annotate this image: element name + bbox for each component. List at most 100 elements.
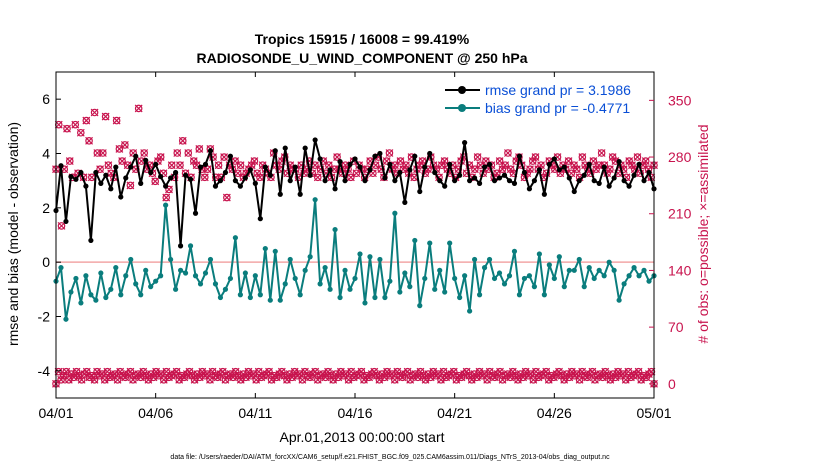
obs-low-marker bbox=[508, 367, 517, 376]
obs-high-marker bbox=[156, 153, 165, 161]
bias-point bbox=[197, 281, 204, 287]
rmse-point bbox=[536, 167, 542, 173]
rmse-point bbox=[586, 161, 592, 167]
rmse-point bbox=[606, 183, 612, 189]
rmse-point bbox=[322, 178, 328, 184]
bias-point bbox=[357, 251, 363, 257]
rmse-point bbox=[282, 145, 288, 151]
rmse-point bbox=[302, 145, 308, 151]
rmse-point bbox=[148, 169, 154, 176]
obs-high-marker bbox=[184, 149, 193, 157]
rmse-point bbox=[561, 164, 567, 170]
rmse-point bbox=[317, 156, 323, 162]
rmse-point bbox=[197, 164, 204, 170]
bias-point bbox=[312, 197, 318, 203]
bias-point bbox=[128, 256, 134, 263]
chart-title: Tropics 15915 / 16008 = 99.419% bbox=[255, 31, 470, 47]
obs-high-marker bbox=[608, 153, 617, 161]
bias-point bbox=[472, 256, 478, 263]
rmse-point bbox=[163, 183, 169, 189]
rmse-point bbox=[427, 150, 433, 157]
axes-layer: 04/01 04/06 04/11 04/16 04/21 04/26 05/01 -4 -2 0… bbox=[38, 71, 692, 421]
bias-point bbox=[282, 281, 288, 287]
bias-point bbox=[332, 226, 338, 233]
rmse-point bbox=[402, 199, 408, 205]
rmse-point bbox=[631, 172, 637, 178]
y-tick-label: 4 bbox=[42, 146, 50, 162]
rmse-point bbox=[352, 156, 358, 162]
bias-point bbox=[207, 256, 214, 263]
rmse-point bbox=[636, 161, 642, 167]
rmse-point bbox=[332, 186, 338, 192]
bias-point bbox=[382, 294, 388, 301]
rmse-point bbox=[442, 183, 448, 189]
obs-high-marker bbox=[120, 140, 129, 149]
bias-point bbox=[526, 273, 533, 279]
rmse-point bbox=[382, 175, 388, 181]
rmse-point bbox=[133, 153, 139, 159]
obs-high-marker bbox=[628, 161, 636, 170]
rmse-point bbox=[312, 137, 318, 143]
bias-point bbox=[267, 297, 273, 303]
obs-high-marker bbox=[76, 128, 85, 137]
legend-bias-label: bias grand pr = -0.4771 bbox=[485, 100, 630, 116]
rmse-point bbox=[182, 172, 189, 178]
rmse-point bbox=[576, 178, 582, 184]
rmse-point bbox=[287, 178, 293, 184]
obs-low-marker bbox=[185, 367, 194, 376]
bias-point bbox=[103, 294, 109, 301]
rmse-point bbox=[83, 183, 89, 189]
bias-point bbox=[437, 267, 443, 273]
obs-high-marker bbox=[641, 157, 650, 166]
bias-point bbox=[407, 284, 413, 290]
obs-high-marker bbox=[236, 161, 245, 170]
bias-point bbox=[108, 286, 114, 292]
obs-high-marker bbox=[570, 161, 579, 170]
legend-bias-marker bbox=[458, 104, 466, 112]
rmse-point bbox=[491, 178, 498, 184]
obs-high-marker bbox=[115, 145, 124, 153]
rmse-point bbox=[372, 153, 378, 159]
y-axis-label: rmse and bias (model - observation) bbox=[5, 122, 21, 346]
obs-high-marker bbox=[526, 165, 534, 174]
rmse-point bbox=[217, 178, 224, 184]
bias-point bbox=[631, 265, 637, 271]
obs-high-marker bbox=[162, 193, 171, 202]
obs-high-marker bbox=[385, 149, 394, 157]
obs-high-marker bbox=[63, 124, 71, 133]
rmse-point bbox=[417, 188, 423, 195]
obs-high-marker bbox=[473, 153, 482, 161]
rmse-point bbox=[437, 178, 443, 184]
rmse-point bbox=[476, 180, 483, 186]
obs-high-marker bbox=[313, 173, 322, 182]
bias-point bbox=[123, 273, 129, 279]
bias-point bbox=[561, 284, 567, 290]
bias-point bbox=[352, 275, 358, 282]
rmse-point bbox=[342, 178, 348, 184]
bias-point bbox=[158, 273, 164, 279]
y-right-tick-label: 70 bbox=[668, 319, 684, 335]
bias-point bbox=[596, 267, 602, 273]
rmse-point bbox=[392, 178, 398, 184]
x-tick-label: 04/21 bbox=[437, 405, 472, 421]
bias-point bbox=[636, 273, 642, 279]
rmse-point bbox=[307, 172, 313, 178]
obs-high-marker bbox=[173, 149, 182, 157]
bias-point bbox=[317, 281, 323, 287]
bias-point bbox=[307, 254, 313, 260]
rmse-point bbox=[531, 178, 538, 184]
bias-point bbox=[153, 278, 159, 284]
bias-point bbox=[377, 256, 383, 263]
rmse-point bbox=[337, 159, 343, 165]
obs-high-marker bbox=[134, 104, 143, 113]
rmse-point bbox=[123, 175, 129, 181]
obs-high-marker bbox=[98, 149, 107, 157]
bias-point bbox=[287, 256, 293, 263]
rmse-point bbox=[646, 169, 652, 176]
bias-point bbox=[73, 275, 79, 282]
bias-point bbox=[262, 245, 268, 252]
series-layer bbox=[53, 137, 657, 322]
obs-high-marker bbox=[178, 136, 187, 145]
rmse-point bbox=[551, 156, 557, 162]
x-tick-label: 04/06 bbox=[138, 405, 173, 421]
